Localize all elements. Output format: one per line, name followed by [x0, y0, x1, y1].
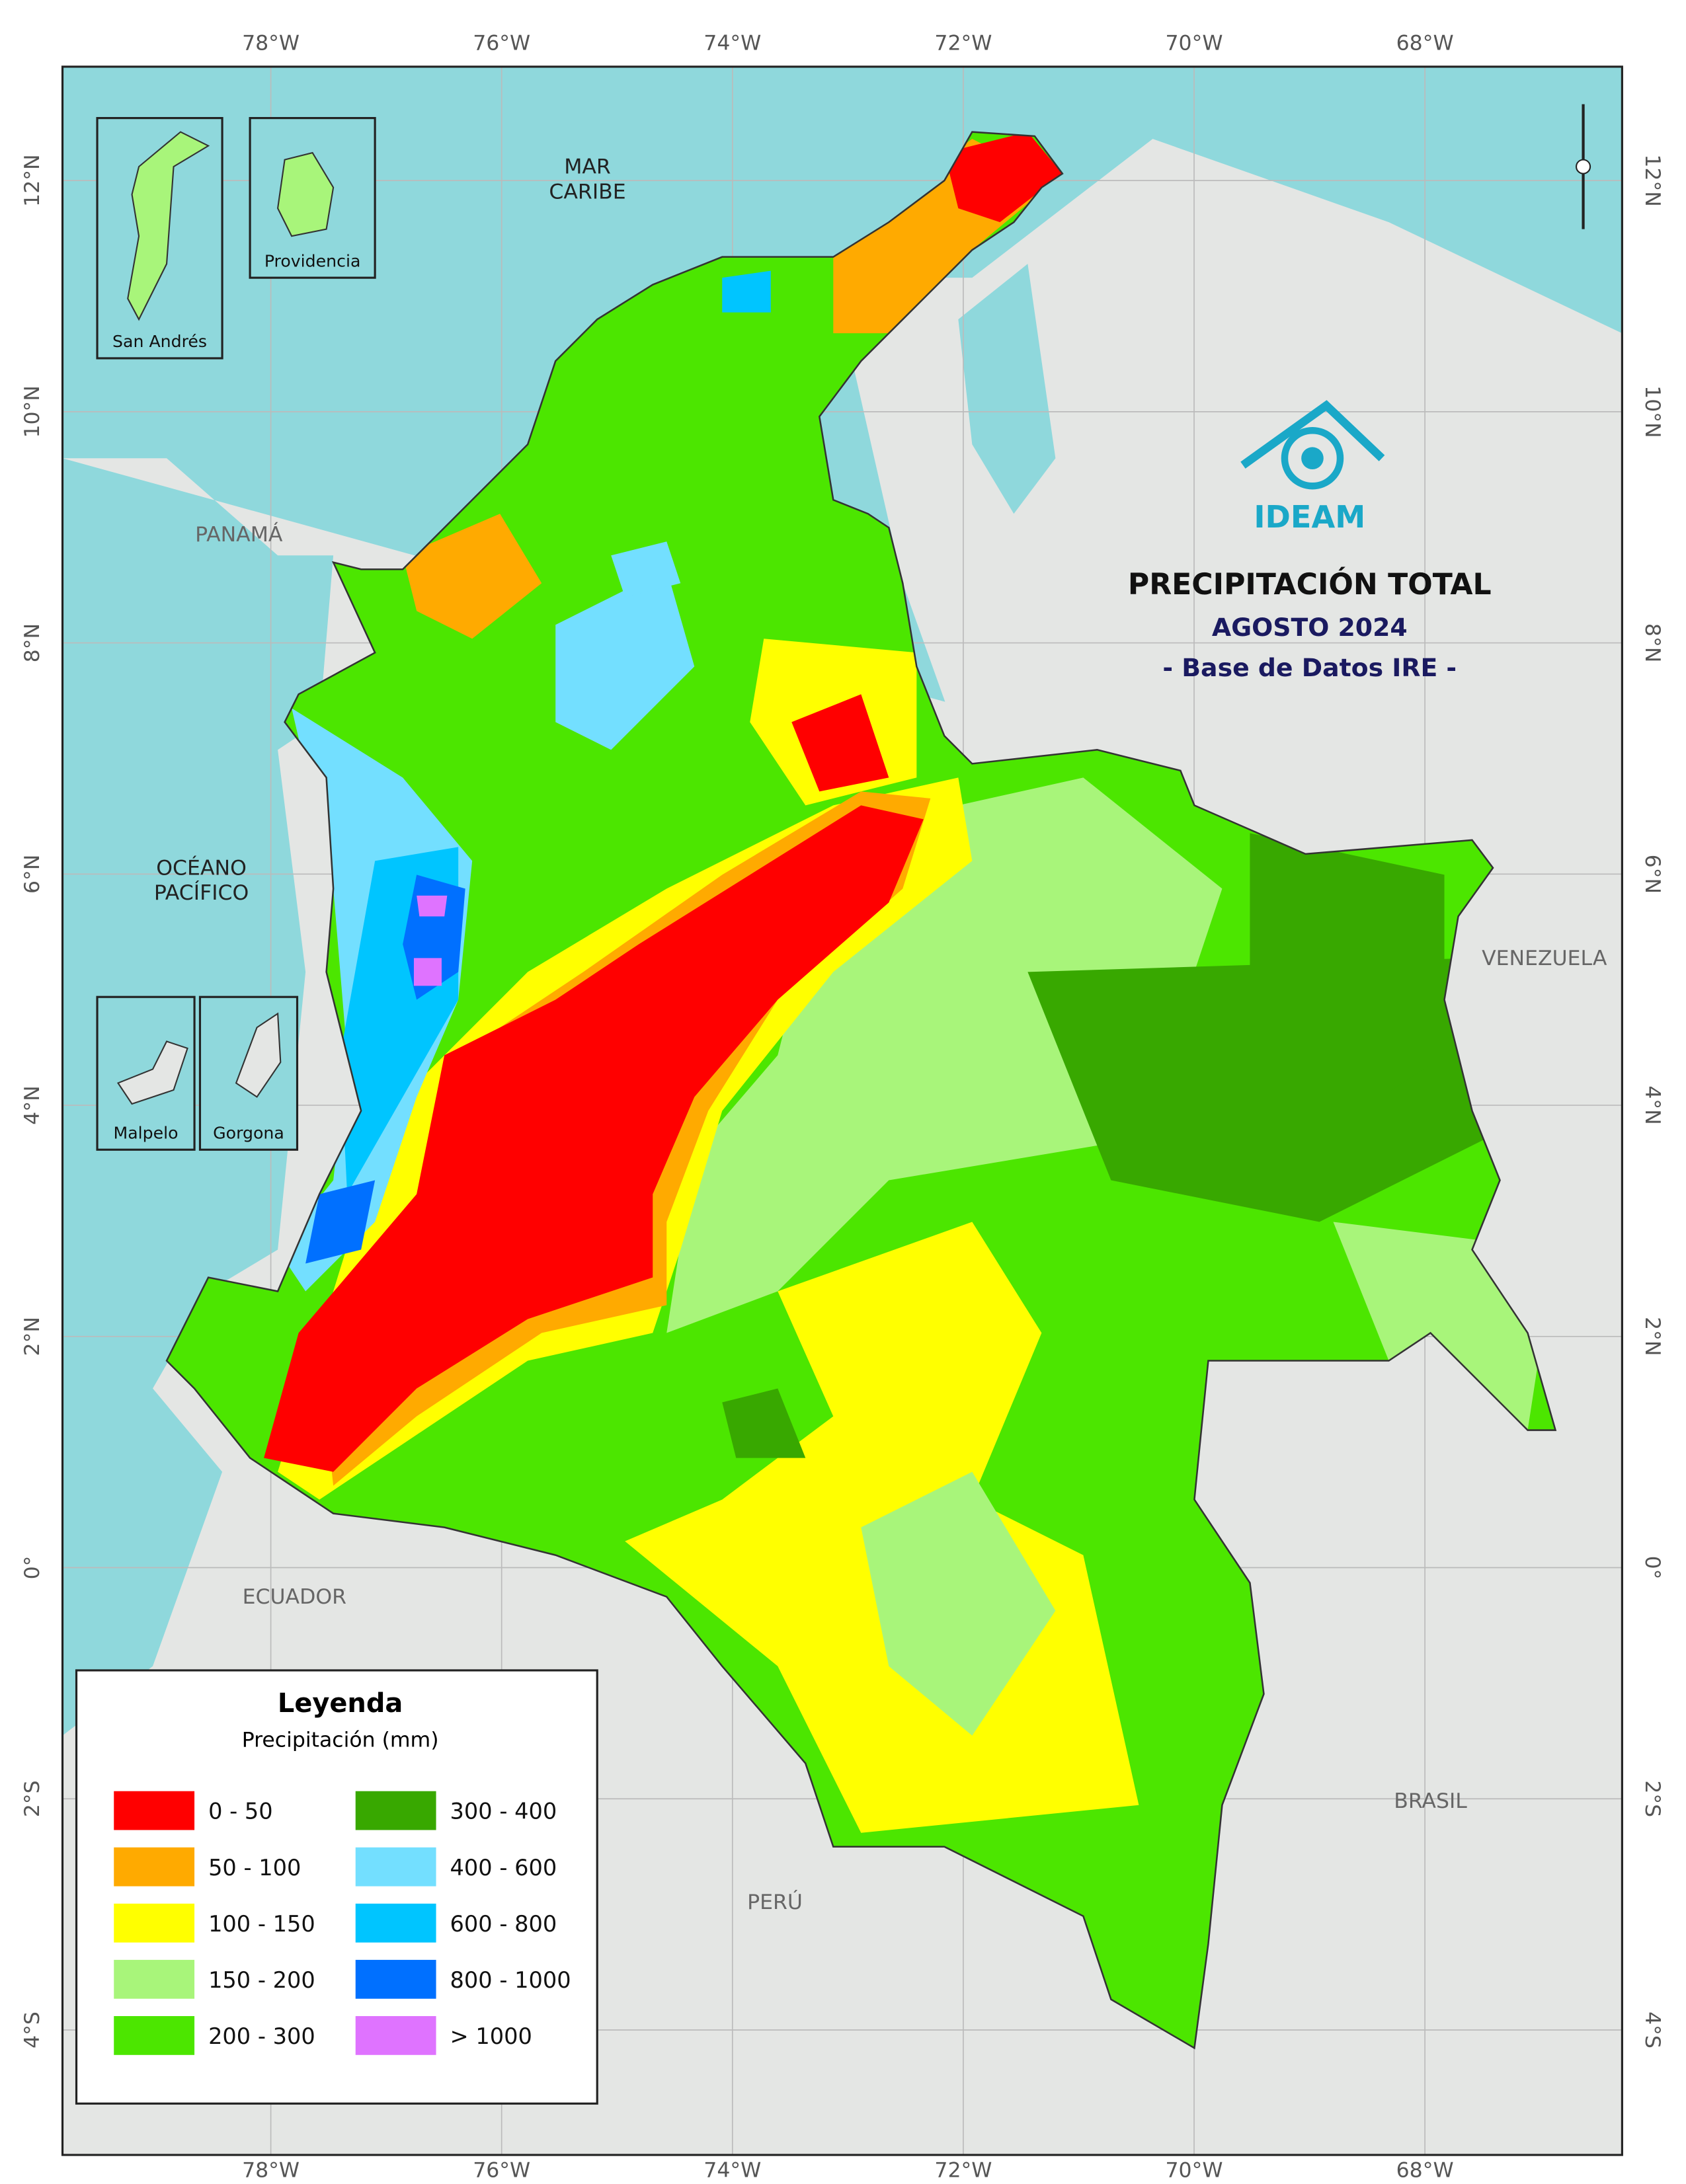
- precip-zone: [413, 958, 442, 986]
- legend-label: 800 - 1000: [450, 1967, 571, 1993]
- legend-label: > 1000: [450, 2023, 532, 2049]
- inset-label: San Andrés: [112, 332, 207, 351]
- lon-label: 76°W: [473, 2159, 530, 2181]
- logo-text: IDEAM: [1254, 499, 1365, 535]
- legend-swatch: [114, 1847, 195, 1887]
- logo: IDEAM: [1240, 400, 1385, 535]
- place-label: PERÚ: [747, 1889, 803, 1914]
- lat-label: 4°N: [1640, 1085, 1664, 1124]
- legend-label: 600 - 800: [450, 1911, 557, 1937]
- precip-zone: [722, 270, 771, 313]
- lat-label: 6°N: [20, 855, 44, 894]
- lon-label: 74°W: [703, 32, 761, 56]
- legend-title: Leyenda: [278, 1688, 403, 1719]
- precip-zone: [861, 1471, 1056, 1736]
- legend-swatch: [355, 1791, 436, 1830]
- lon-label: 76°W: [473, 32, 530, 56]
- lat-label: 12°N: [20, 154, 44, 206]
- place-label: PACÍFICO: [154, 880, 249, 905]
- legend-label: 150 - 200: [208, 1967, 315, 1993]
- legend-swatch: [355, 1959, 436, 1999]
- lon-label: 70°W: [1166, 2159, 1223, 2181]
- place-label: ECUADOR: [243, 1585, 346, 1609]
- place-label: VENEZUELA: [1482, 947, 1607, 970]
- lat-label: 2°N: [1640, 1317, 1664, 1356]
- lon-label: 78°W: [242, 2159, 300, 2181]
- place-label: CARIBE: [549, 180, 625, 204]
- precip-zone: [1250, 833, 1445, 1111]
- lat-label: 6°N: [1640, 855, 1664, 894]
- lat-label: 12°N: [1640, 154, 1664, 206]
- lat-label: 2°N: [20, 1317, 44, 1356]
- island: [116, 1040, 188, 1105]
- lat-label: 4°N: [20, 1085, 44, 1124]
- island: [127, 131, 210, 321]
- frame: [61, 65, 1623, 2156]
- lat-label: 0°: [1640, 1556, 1664, 1580]
- legend-swatch: [355, 1847, 436, 1887]
- precip-zone: [611, 541, 681, 598]
- legend-swatch: [114, 1791, 195, 1830]
- lon-label: 74°W: [703, 2159, 761, 2181]
- lat-label: 0°: [20, 1556, 44, 1580]
- lon-label: 78°W: [242, 32, 300, 56]
- legend-swatch: [114, 1903, 195, 1943]
- lon-label: 72°W: [934, 2159, 992, 2181]
- lon-label: 68°W: [1396, 2159, 1454, 2181]
- lat-label: 2°S: [1640, 1780, 1664, 1817]
- island: [235, 1012, 282, 1098]
- inset-label: Malpelo: [114, 1123, 179, 1142]
- legend-label: 0 - 50: [208, 1799, 273, 1824]
- precip-zone: [264, 805, 924, 1472]
- subtitle: AGOSTO 2024: [1212, 613, 1408, 642]
- legend-label: 300 - 400: [450, 1799, 557, 1824]
- lat-label: 10°N: [20, 385, 44, 438]
- precip-zone: [944, 132, 1063, 223]
- place-label: PANAMÁ: [195, 522, 283, 547]
- legend-swatch: [355, 2015, 436, 2055]
- legend-swatch: [114, 2015, 195, 2055]
- place-label: BRASIL: [1394, 1789, 1467, 1813]
- insets: San Andrés Providencia Malpelo Gorgona: [96, 117, 376, 1151]
- legend-label: 400 - 600: [450, 1855, 557, 1881]
- lat-label: 4°S: [20, 2011, 44, 2048]
- precip-zone: [666, 777, 1223, 1333]
- island: [277, 151, 335, 237]
- inset-box: [198, 995, 299, 1151]
- lon-label: 68°W: [1396, 32, 1454, 56]
- place-label: OCÉANO: [156, 855, 247, 880]
- lat-label: 4°S: [1640, 2011, 1664, 2048]
- lon-label: 72°W: [934, 32, 992, 56]
- legend-label: 100 - 150: [208, 1911, 315, 1937]
- precip-zone: [791, 694, 889, 792]
- north-arrow: [1576, 104, 1591, 229]
- place-label: MAR: [564, 155, 611, 179]
- precip-zone: [403, 514, 542, 639]
- inset-label: Gorgona: [213, 1123, 284, 1142]
- legend-label: 200 - 300: [208, 2023, 315, 2049]
- lat-label: 10°N: [1640, 385, 1664, 438]
- source: - Base de Datos IRE -: [1162, 653, 1457, 682]
- legend-swatch: [114, 1959, 195, 1999]
- lat-label: 8°N: [20, 623, 44, 662]
- precip-zone: [417, 895, 448, 917]
- precip-zone: [305, 1180, 376, 1264]
- legend-subtitle: Precipitación (mm): [242, 1728, 439, 1752]
- lat-label: 2°S: [20, 1780, 44, 1817]
- lon-label: 70°W: [1166, 32, 1223, 56]
- legend: Leyenda Precipitación (mm) 0 - 50 50 - 10…: [75, 1669, 598, 2105]
- precip-zone: [722, 1388, 806, 1458]
- inset-label: Providencia: [264, 251, 361, 270]
- legend-label: 50 - 100: [208, 1855, 301, 1881]
- legend-swatch: [355, 1903, 436, 1943]
- lat-label: 8°N: [1640, 623, 1664, 662]
- title: PRECIPITACIÓN TOTAL: [1128, 566, 1492, 602]
- lake: [958, 264, 1056, 514]
- precip-zone: [555, 569, 695, 750]
